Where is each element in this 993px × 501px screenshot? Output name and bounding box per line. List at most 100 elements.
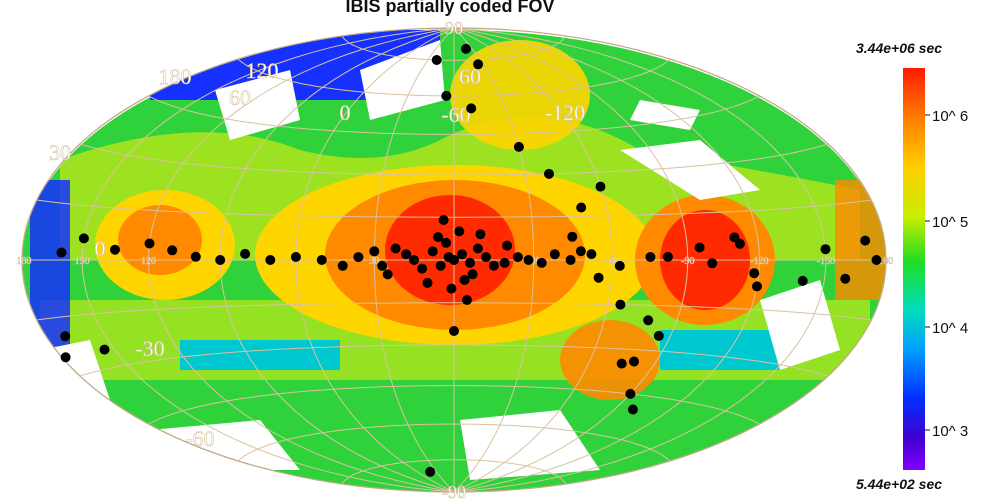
source-marker bbox=[431, 55, 442, 65]
exposure-deep-left bbox=[118, 205, 202, 275]
source-marker bbox=[438, 215, 449, 225]
source-marker bbox=[586, 249, 597, 260]
source-marker bbox=[441, 237, 451, 248]
parallel-line bbox=[36, 199, 872, 218]
parallel-line bbox=[341, 35, 567, 61]
source-marker bbox=[536, 257, 547, 268]
source-marker bbox=[144, 238, 155, 249]
equator-longitude-label: 180 bbox=[16, 256, 31, 267]
source-marker bbox=[466, 103, 477, 114]
latitude-label: -90 bbox=[442, 482, 466, 501]
gap-north-4 bbox=[630, 100, 700, 130]
parallel-line bbox=[148, 95, 760, 135]
longitude-label: 0 bbox=[340, 100, 351, 125]
source-marker bbox=[614, 260, 625, 271]
latitude-label: 0 bbox=[95, 236, 106, 261]
source-marker bbox=[190, 251, 201, 262]
colorbar-ticks bbox=[925, 114, 930, 431]
source-marker bbox=[409, 255, 419, 265]
source-marker bbox=[377, 260, 388, 271]
gap-south-2 bbox=[460, 410, 600, 480]
source-marker bbox=[473, 59, 484, 70]
source-marker bbox=[316, 255, 327, 265]
source-marker bbox=[215, 255, 226, 265]
colorbar bbox=[903, 68, 925, 470]
equator-longitude-label: -180 bbox=[875, 256, 893, 267]
source-marker bbox=[446, 283, 457, 294]
exposure-lower-south bbox=[180, 340, 340, 370]
source-marker bbox=[707, 258, 718, 269]
gap-north-3 bbox=[620, 140, 760, 200]
source-marker bbox=[441, 90, 452, 101]
gap-south-3 bbox=[760, 280, 840, 370]
source-marker bbox=[729, 232, 740, 243]
source-marker bbox=[60, 352, 71, 363]
source-marker bbox=[860, 235, 871, 246]
source-marker bbox=[499, 257, 510, 268]
source-marker bbox=[457, 249, 467, 260]
longitude-label: -60 bbox=[441, 102, 470, 127]
exposure-deep-center bbox=[385, 195, 515, 305]
equator-longitude-label: -30 bbox=[527, 256, 540, 267]
source-marker bbox=[449, 326, 459, 336]
source-marker bbox=[544, 168, 554, 179]
source-marker bbox=[565, 255, 576, 265]
source-markers bbox=[56, 43, 882, 477]
longitude-label: 60 bbox=[229, 85, 251, 110]
source-marker bbox=[475, 229, 486, 240]
parallel-line bbox=[148, 385, 760, 425]
longitude-label: 120 bbox=[246, 58, 279, 83]
source-marker bbox=[523, 255, 534, 265]
source-marker bbox=[425, 466, 436, 477]
latitude-label: 30 bbox=[49, 140, 71, 165]
source-marker bbox=[567, 231, 578, 242]
source-marker bbox=[110, 244, 120, 255]
latitude-label: -60 bbox=[185, 426, 214, 451]
gap-north-2 bbox=[360, 40, 445, 120]
source-marker bbox=[353, 252, 364, 263]
longitude-label: 180 bbox=[159, 64, 192, 89]
source-marker bbox=[167, 245, 178, 256]
source-marker bbox=[502, 240, 513, 251]
grid-labels: 180120600-60-1201801501209060300-30-60-9… bbox=[16, 18, 893, 501]
parallel-line bbox=[79, 143, 829, 176]
source-marker bbox=[549, 249, 560, 260]
source-marker bbox=[99, 344, 110, 355]
source-marker bbox=[595, 181, 606, 192]
source-marker bbox=[382, 269, 393, 280]
equator-longitude-label: 120 bbox=[141, 256, 156, 267]
source-marker bbox=[512, 252, 523, 263]
source-marker bbox=[575, 246, 586, 257]
source-marker bbox=[593, 272, 604, 283]
source-marker bbox=[435, 260, 446, 271]
source-marker bbox=[472, 243, 483, 254]
colorbar-max-label: 3.44e+06 sec bbox=[856, 40, 943, 56]
figure-title: IBIS partially coded FOV bbox=[345, 0, 555, 16]
colorbar-tick-1e4: 10^ 4 bbox=[932, 320, 969, 337]
source-marker bbox=[576, 202, 587, 213]
source-marker bbox=[390, 243, 401, 254]
equator-longitude-label: -90 bbox=[681, 256, 694, 267]
source-marker bbox=[454, 226, 465, 237]
source-marker bbox=[467, 269, 478, 280]
colorbar-min-label: 5.44e+02 sec bbox=[856, 476, 943, 492]
source-marker bbox=[417, 263, 428, 274]
exposure-lower-south-right bbox=[660, 330, 780, 370]
parallel-line bbox=[341, 459, 567, 485]
equator-longitude-label: 150 bbox=[75, 256, 90, 267]
map-outline bbox=[21, 27, 887, 493]
source-marker bbox=[488, 260, 499, 271]
source-marker bbox=[749, 268, 760, 279]
source-marker bbox=[265, 255, 276, 265]
source-marker bbox=[840, 273, 851, 284]
source-marker bbox=[645, 252, 656, 262]
source-marker bbox=[615, 299, 626, 310]
source-marker bbox=[513, 141, 524, 152]
source-marker bbox=[643, 315, 654, 326]
source-marker bbox=[629, 356, 639, 367]
source-marker bbox=[60, 331, 71, 342]
exposure-mid-south-right bbox=[560, 320, 660, 400]
equator-longitude-label: -60 bbox=[605, 256, 618, 267]
source-marker bbox=[871, 255, 882, 265]
